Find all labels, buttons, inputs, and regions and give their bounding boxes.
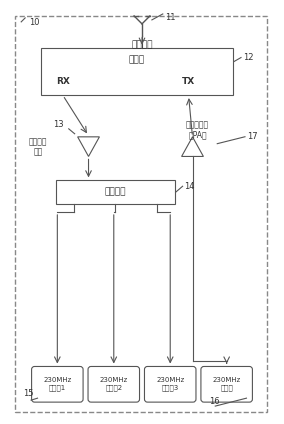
- Polygon shape: [181, 137, 203, 156]
- FancyBboxPatch shape: [88, 366, 139, 402]
- Text: 230MHz
接收机3: 230MHz 接收机3: [156, 377, 184, 391]
- Text: 16: 16: [209, 397, 220, 406]
- Text: 三功分器: 三功分器: [105, 188, 126, 197]
- Text: RX: RX: [56, 77, 70, 86]
- FancyBboxPatch shape: [32, 366, 83, 402]
- Text: 14: 14: [185, 182, 195, 191]
- Text: 230MHz
发射机: 230MHz 发射机: [212, 377, 241, 391]
- FancyBboxPatch shape: [201, 366, 252, 402]
- Text: 双工器: 双工器: [129, 56, 145, 64]
- Text: 230MHz
接收机1: 230MHz 接收机1: [43, 377, 72, 391]
- Text: 功率放大器
（PA）: 功率放大器 （PA）: [186, 120, 209, 139]
- FancyBboxPatch shape: [145, 366, 196, 402]
- Bar: [56, 180, 175, 204]
- Polygon shape: [78, 137, 99, 156]
- Text: 17: 17: [247, 132, 258, 141]
- Text: 230MHz
接收机2: 230MHz 接收机2: [100, 377, 128, 391]
- Bar: [15, 16, 267, 412]
- Text: 15: 15: [23, 389, 34, 398]
- Text: 13: 13: [53, 120, 64, 129]
- Text: 全向天线: 全向天线: [131, 41, 153, 50]
- Text: 12: 12: [243, 53, 254, 62]
- Text: 低噪声放
大器: 低噪声放 大器: [29, 137, 48, 156]
- Text: 11: 11: [165, 13, 175, 22]
- Text: TX: TX: [182, 77, 195, 86]
- Text: 10: 10: [29, 18, 39, 27]
- Bar: [41, 47, 233, 95]
